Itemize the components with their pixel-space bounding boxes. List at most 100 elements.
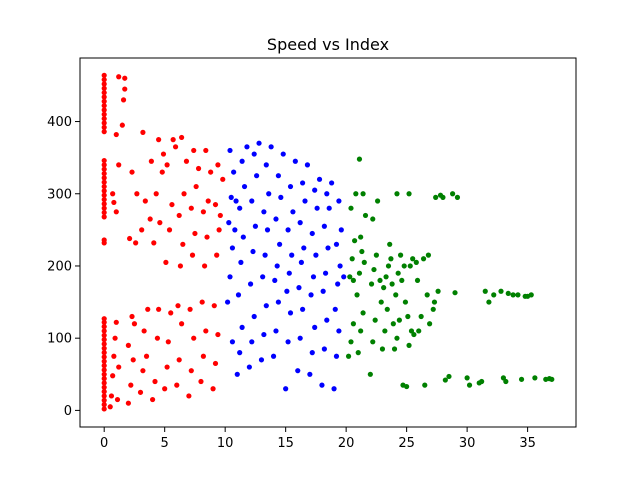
data-point-blue-51 xyxy=(285,339,290,344)
data-point-blue-29 xyxy=(256,141,261,146)
data-point-green-12 xyxy=(360,310,365,315)
data-point-red-124 xyxy=(190,253,195,258)
data-point-blue-66 xyxy=(298,220,303,225)
data-point-green-49 xyxy=(403,299,408,304)
data-point-blue-37 xyxy=(266,191,271,196)
data-point-red-84 xyxy=(145,307,150,312)
data-point-green-8 xyxy=(354,292,359,297)
data-point-red-92 xyxy=(155,336,160,341)
data-point-green-14 xyxy=(359,249,364,254)
data-point-green-15 xyxy=(362,260,367,265)
data-point-red-122 xyxy=(191,336,196,341)
chart-title: Speed vs Index xyxy=(267,35,389,54)
data-point-blue-65 xyxy=(301,245,306,250)
data-point-green-56 xyxy=(406,191,411,196)
data-point-red-80 xyxy=(138,390,143,395)
data-point-blue-62 xyxy=(300,307,305,312)
data-point-red-86 xyxy=(143,198,148,203)
data-point-blue-8 xyxy=(233,198,238,203)
data-point-blue-7 xyxy=(232,227,237,232)
data-point-red-55 xyxy=(111,354,116,359)
data-point-green-58 xyxy=(414,260,419,265)
data-point-red-109 xyxy=(173,144,178,149)
data-point-blue-85 xyxy=(325,245,330,250)
data-point-blue-25 xyxy=(253,224,258,229)
data-point-red-132 xyxy=(203,328,208,333)
data-point-green-69 xyxy=(433,195,438,200)
data-point-blue-56 xyxy=(285,227,290,232)
x-tick-label-0: 0 xyxy=(100,436,108,451)
data-point-red-68 xyxy=(121,97,126,102)
data-point-blue-92 xyxy=(336,328,341,333)
data-point-green-38 xyxy=(391,321,396,326)
data-point-green-18 xyxy=(360,191,365,196)
y-tick-label-2: 200 xyxy=(47,259,72,274)
data-point-blue-41 xyxy=(273,328,278,333)
data-point-green-44 xyxy=(396,271,401,276)
data-point-blue-90 xyxy=(331,386,336,391)
data-point-green-27 xyxy=(375,198,380,203)
data-point-red-149 xyxy=(220,177,225,182)
data-point-green-80 xyxy=(483,289,488,294)
data-point-red-75 xyxy=(132,321,137,326)
data-point-blue-69 xyxy=(305,162,310,167)
x-tick-label-3: 15 xyxy=(277,436,294,451)
data-point-green-53 xyxy=(405,314,410,319)
data-point-green-4 xyxy=(350,256,355,261)
data-point-red-96 xyxy=(154,191,159,196)
data-point-red-85 xyxy=(139,227,144,232)
data-point-red-81 xyxy=(140,368,145,373)
data-point-blue-53 xyxy=(284,289,289,294)
data-point-blue-73 xyxy=(308,292,313,297)
data-point-blue-22 xyxy=(252,314,257,319)
data-point-blue-3 xyxy=(226,220,231,225)
data-point-blue-45 xyxy=(277,242,282,247)
data-point-red-131 xyxy=(201,354,206,359)
data-point-red-61 xyxy=(114,209,119,214)
data-point-green-77 xyxy=(467,383,472,388)
data-point-red-91 xyxy=(152,379,157,384)
data-point-blue-31 xyxy=(261,332,266,337)
data-point-blue-64 xyxy=(299,260,304,265)
data-point-blue-54 xyxy=(287,271,292,276)
data-point-green-85 xyxy=(503,379,508,384)
data-point-red-127 xyxy=(194,184,199,189)
data-point-green-32 xyxy=(385,307,390,312)
data-point-blue-59 xyxy=(293,159,298,164)
data-point-blue-52 xyxy=(288,310,293,315)
data-point-red-113 xyxy=(175,303,180,308)
data-point-red-87 xyxy=(148,216,153,221)
data-point-green-23 xyxy=(369,281,374,286)
data-point-red-114 xyxy=(178,263,183,268)
data-point-red-112 xyxy=(179,321,184,326)
data-point-blue-72 xyxy=(312,325,317,330)
data-point-green-20 xyxy=(368,372,373,377)
data-point-blue-46 xyxy=(273,216,278,221)
x-tick-label-4: 20 xyxy=(338,436,355,451)
data-point-red-111 xyxy=(177,357,182,362)
data-point-green-65 xyxy=(427,321,432,326)
data-point-red-74 xyxy=(129,314,134,319)
data-point-blue-12 xyxy=(240,325,245,330)
data-point-green-54 xyxy=(408,263,413,268)
data-point-blue-33 xyxy=(260,274,265,279)
x-tick-label-5: 25 xyxy=(398,436,415,451)
data-point-red-93 xyxy=(156,307,161,312)
data-point-red-66 xyxy=(122,86,127,91)
data-point-red-110 xyxy=(174,383,179,388)
data-point-green-99 xyxy=(443,377,448,382)
data-point-green-81 xyxy=(486,299,491,304)
data-point-red-88 xyxy=(140,130,145,135)
data-point-blue-58 xyxy=(288,184,293,189)
data-point-green-47 xyxy=(399,278,404,283)
data-point-green-39 xyxy=(388,256,393,261)
x-tick-label-1: 5 xyxy=(161,436,169,451)
data-point-blue-70 xyxy=(307,372,312,377)
data-point-red-59 xyxy=(116,364,121,369)
data-point-blue-49 xyxy=(281,151,286,156)
data-point-red-62 xyxy=(116,162,121,167)
data-point-blue-10 xyxy=(235,372,240,377)
data-point-green-7 xyxy=(353,191,358,196)
data-point-green-29 xyxy=(379,299,384,304)
